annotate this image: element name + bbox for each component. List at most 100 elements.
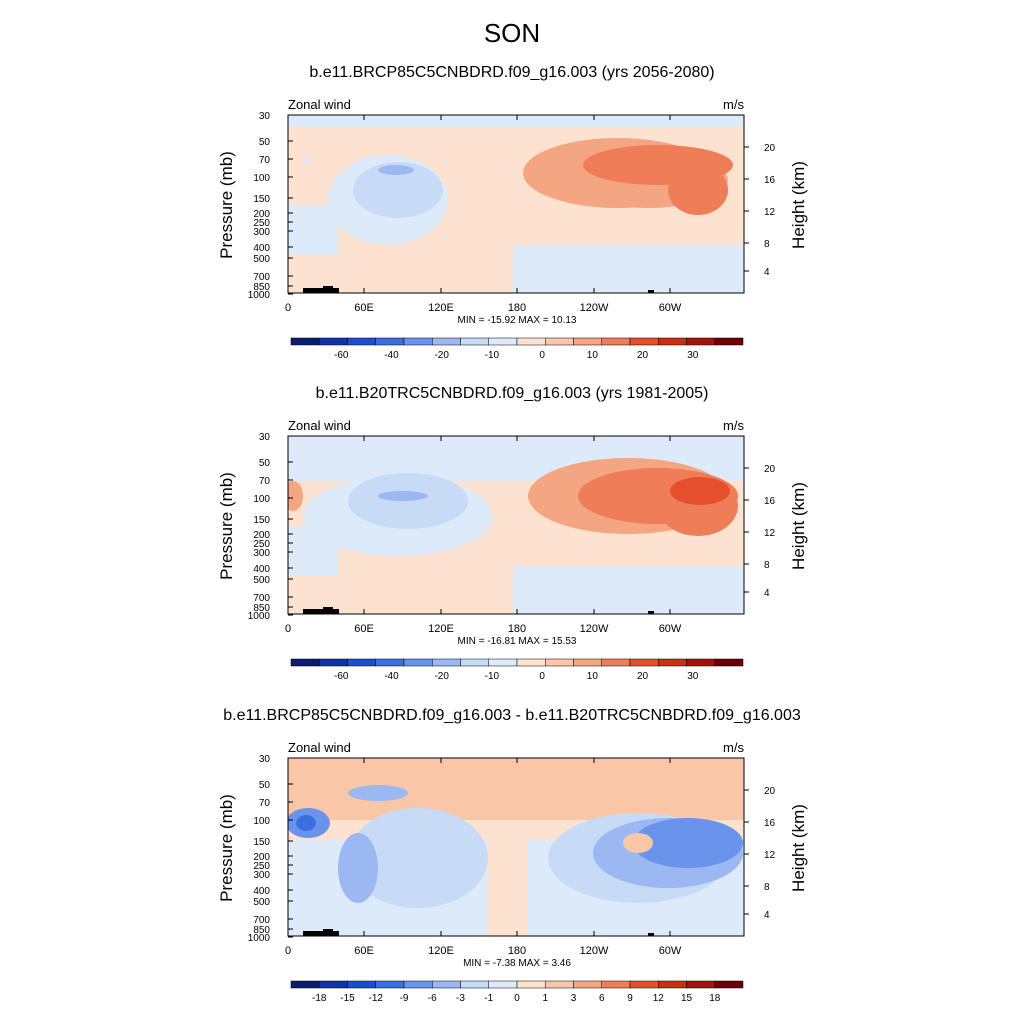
colorbar-swatch [573,337,602,346]
y-tick-label: 300 [253,548,270,559]
colorbar-swatch [290,337,320,346]
colorbar-swatch [347,980,376,989]
x-tick-label: 180 [508,302,526,314]
x-tick-label: 0 [285,945,291,957]
y-right-tick-label: 8 [764,560,770,571]
y-right-tick-label: 4 [764,267,770,278]
right-label: m/s [723,418,744,433]
colorbar-label: -15 [340,993,355,1004]
colorbar-label: 18 [709,993,721,1004]
y-tick-label: 1000 [248,290,271,301]
colorbar-swatch [375,980,405,989]
x-tick-label: 120E [428,945,454,957]
x-tick-label: 180 [508,945,526,957]
plot-field [288,436,744,614]
contour-region [670,477,730,505]
panel-bottom: b.e11.BRCP85C5CNBDRD.f09_g16.003 - b.e11… [0,703,1024,1033]
topography [323,607,333,610]
y-tick-label: 500 [253,897,270,908]
y-right-tick-label: 12 [764,528,776,539]
colorbar-label: 12 [653,993,665,1004]
contour-region [348,473,468,529]
x-tick-label: 60E [354,302,374,314]
y-tick-label: 150 [253,194,270,205]
y-axis-title: Pressure (mb) [217,472,236,580]
colorbar-label: 15 [681,993,693,1004]
y-tick-label: 700 [253,915,270,926]
colorbar-swatch [629,658,659,667]
y-tick-label: 1000 [248,611,271,622]
y-tick-label: 200 [253,852,270,863]
right-label: m/s [723,97,744,112]
topography [303,931,339,936]
x-tick-label: 60W [659,623,682,635]
plot-frame [287,114,745,294]
y-right-tick-label: 8 [764,882,770,893]
contour-region [288,481,303,511]
chart-panel-1: Zonal wind m/s305070100150200250300400500… [217,418,808,682]
topography [323,929,333,932]
topography [648,611,654,614]
colorbar-label: -10 [485,350,500,361]
y-tick-label: 70 [259,476,271,487]
field-band-lower-east [513,245,744,293]
contour-region [338,833,378,903]
field-band-lower-west [288,205,338,255]
colorbar-swatch [686,337,715,346]
contour-region [296,815,316,831]
y-tick-label: 100 [253,173,270,184]
colorbar-swatch [629,980,659,989]
colorbar-label: 10 [587,671,599,682]
colorbar-label: 6 [599,993,605,1004]
colorbar-swatch [545,337,574,346]
colorbar-swatch [545,658,574,667]
y-tick-label: 250 [253,861,270,872]
y-tick-label: 100 [253,816,270,827]
contour-region [301,157,311,163]
colorbar-swatch [573,980,602,989]
colorbar-swatch [714,337,744,346]
x-tick-label: 120E [428,623,454,635]
colorbar-label: 0 [539,350,545,361]
y-tick-label: 70 [259,798,271,809]
y-tick-label: 70 [259,155,271,166]
y-tick-label: 30 [259,754,271,765]
y-tick-label: 300 [253,227,270,238]
contour-region [633,818,743,868]
colorbar-swatch [516,980,546,989]
y-tick-label: 500 [253,575,270,586]
colorbar-swatch [432,980,461,989]
colorbar-label: -3 [456,993,465,1004]
y-right-tick-label: 16 [764,496,776,507]
x-tick-label: 0 [285,302,291,314]
colorbar-label: 30 [687,671,699,682]
plot-field [288,758,744,936]
y-tick-label: 200 [253,530,270,541]
y-tick-label: 1000 [248,933,271,944]
panel-top: b.e11.BRCP85C5CNBDRD.f09_g16.003 (yrs 20… [0,60,1024,390]
y-right-tick-label: 20 [764,143,776,154]
topography [648,933,654,936]
colorbar-swatch [714,980,744,989]
colorbar-swatch [545,980,574,989]
y-tick-label: 400 [253,564,270,575]
colorbar-swatch [319,658,348,667]
colorbar-label: 9 [627,993,633,1004]
y-tick-label: 500 [253,254,270,265]
y-tick-label: 30 [259,111,271,122]
colorbar-label: -1 [484,993,493,1004]
y-tick-label: 50 [259,458,271,469]
colorbar-label: -60 [334,671,349,682]
min-max-stats: MIN = -7.38 MAX = 3.46 [463,958,571,969]
y-tick-label: 100 [253,494,270,505]
colorbar-swatch [403,980,433,989]
colorbar-label: -60 [334,350,349,361]
y-right-axis-title: Height (km) [789,482,808,570]
x-tick-label: 60W [659,945,682,957]
colorbar-swatch [629,337,659,346]
y-tick-label: 300 [253,870,270,881]
colorbar-label: -12 [369,993,384,1004]
plot-frame [287,435,745,615]
colorbar-swatch [658,980,687,989]
plot-field [288,115,744,293]
